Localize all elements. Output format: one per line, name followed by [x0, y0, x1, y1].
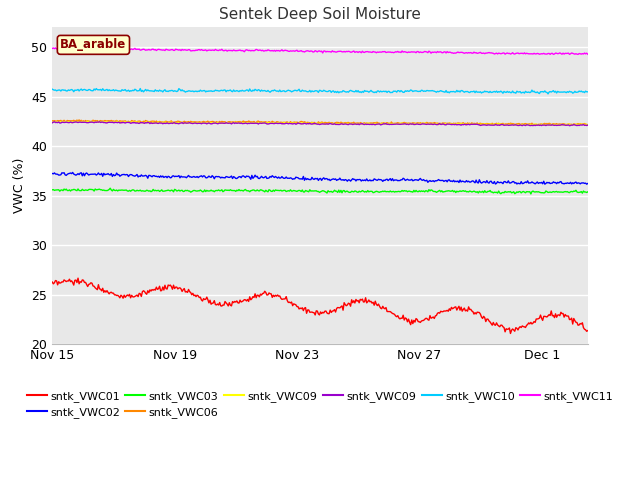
- sntk_VWC06: [76, 117, 83, 123]
- sntk_VWC03: [307, 188, 315, 194]
- sntk_VWC09: [555, 122, 563, 128]
- Line: sntk_VWC02: sntk_VWC02: [52, 172, 588, 184]
- sntk_VWC09: [307, 121, 315, 127]
- sntk_VWC02: [368, 178, 376, 183]
- sntk_VWC03: [49, 187, 56, 192]
- sntk_VWC03: [527, 191, 534, 197]
- sntk_VWC09: [304, 120, 312, 126]
- Line: sntk_VWC09: sntk_VWC09: [52, 122, 588, 126]
- sntk_VWC01: [584, 328, 591, 334]
- sntk_VWC09: [368, 121, 376, 127]
- sntk_VWC10: [307, 89, 315, 95]
- sntk_VWC10: [544, 91, 552, 97]
- sntk_VWC03: [304, 189, 312, 194]
- sntk_VWC09: [339, 121, 347, 127]
- sntk_VWC02: [572, 179, 580, 185]
- sntk_VWC11: [55, 45, 63, 51]
- sntk_VWC10: [488, 89, 496, 95]
- sntk_VWC01: [49, 279, 56, 285]
- sntk_VWC09: [584, 122, 591, 128]
- sntk_VWC02: [307, 177, 315, 182]
- sntk_VWC09: [368, 122, 376, 128]
- sntk_VWC06: [488, 120, 496, 126]
- sntk_VWC11: [550, 51, 557, 57]
- Text: BA_arable: BA_arable: [60, 38, 127, 51]
- Legend: sntk_VWC01, sntk_VWC02, sntk_VWC03, sntk_VWC06, sntk_VWC09, sntk_VWC09, sntk_VWC: sntk_VWC01, sntk_VWC02, sntk_VWC03, sntk…: [27, 391, 613, 418]
- sntk_VWC03: [488, 189, 496, 195]
- sntk_VWC06: [534, 122, 541, 128]
- Line: sntk_VWC09: sntk_VWC09: [52, 121, 588, 125]
- sntk_VWC01: [339, 307, 347, 313]
- sntk_VWC03: [339, 188, 347, 193]
- sntk_VWC09: [304, 120, 312, 126]
- Y-axis label: VWC (%): VWC (%): [13, 158, 26, 214]
- sntk_VWC01: [488, 322, 496, 328]
- sntk_VWC03: [106, 185, 114, 191]
- sntk_VWC01: [307, 309, 315, 315]
- sntk_VWC09: [49, 120, 56, 126]
- sntk_VWC03: [584, 189, 591, 195]
- sntk_VWC09: [566, 123, 573, 129]
- sntk_VWC09: [488, 122, 496, 128]
- sntk_VWC06: [339, 120, 347, 126]
- sntk_VWC02: [69, 169, 77, 175]
- sntk_VWC10: [584, 89, 591, 95]
- sntk_VWC06: [368, 120, 376, 126]
- Line: sntk_VWC03: sntk_VWC03: [52, 188, 588, 194]
- sntk_VWC09: [113, 118, 120, 124]
- sntk_VWC09: [339, 121, 347, 127]
- sntk_VWC10: [49, 86, 56, 92]
- sntk_VWC01: [573, 320, 581, 325]
- sntk_VWC11: [49, 46, 56, 51]
- sntk_VWC10: [368, 89, 376, 95]
- sntk_VWC09: [488, 122, 496, 128]
- sntk_VWC06: [584, 122, 591, 128]
- sntk_VWC01: [304, 307, 312, 313]
- sntk_VWC10: [304, 89, 312, 95]
- sntk_VWC02: [584, 180, 591, 186]
- sntk_VWC09: [49, 120, 56, 125]
- sntk_VWC03: [368, 189, 376, 194]
- sntk_VWC10: [573, 89, 581, 95]
- Line: sntk_VWC11: sntk_VWC11: [52, 48, 588, 54]
- sntk_VWC02: [583, 181, 591, 187]
- sntk_VWC11: [488, 50, 496, 56]
- Title: Sentek Deep Soil Moisture: Sentek Deep Soil Moisture: [219, 7, 421, 22]
- sntk_VWC02: [304, 176, 312, 181]
- sntk_VWC06: [573, 121, 581, 127]
- sntk_VWC02: [488, 180, 496, 186]
- Line: sntk_VWC06: sntk_VWC06: [52, 120, 588, 125]
- sntk_VWC01: [507, 331, 515, 336]
- sntk_VWC09: [573, 121, 581, 127]
- sntk_VWC01: [74, 275, 82, 281]
- sntk_VWC09: [584, 122, 591, 128]
- sntk_VWC11: [573, 51, 581, 57]
- sntk_VWC03: [573, 189, 581, 195]
- sntk_VWC02: [49, 170, 56, 176]
- Line: sntk_VWC01: sntk_VWC01: [52, 278, 588, 334]
- sntk_VWC11: [307, 48, 315, 54]
- sntk_VWC10: [136, 85, 144, 91]
- sntk_VWC09: [95, 119, 103, 125]
- sntk_VWC11: [368, 49, 376, 55]
- sntk_VWC11: [304, 48, 312, 54]
- sntk_VWC06: [49, 118, 56, 124]
- sntk_VWC11: [339, 49, 347, 55]
- sntk_VWC06: [307, 120, 315, 126]
- sntk_VWC09: [573, 123, 581, 129]
- sntk_VWC06: [304, 120, 312, 125]
- sntk_VWC09: [307, 120, 315, 126]
- sntk_VWC11: [584, 51, 591, 57]
- sntk_VWC01: [368, 300, 376, 306]
- sntk_VWC02: [339, 177, 347, 182]
- sntk_VWC10: [339, 88, 347, 94]
- Line: sntk_VWC10: sntk_VWC10: [52, 88, 588, 94]
